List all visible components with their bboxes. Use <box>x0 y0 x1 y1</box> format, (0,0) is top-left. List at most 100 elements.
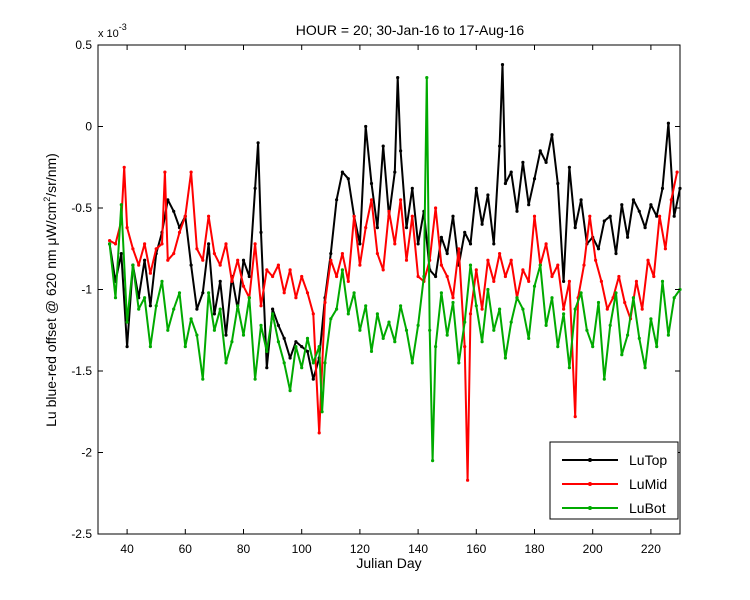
data-point-lumid <box>340 252 344 256</box>
data-point-lumid <box>108 239 112 243</box>
series-layer <box>108 63 682 482</box>
data-point-lubot <box>125 320 129 324</box>
data-point-lumid <box>201 258 205 262</box>
y-multiplier-base: x 10 <box>98 28 119 40</box>
data-point-lutop <box>626 235 630 239</box>
data-point-lutop <box>468 242 473 246</box>
data-point-lubot <box>422 274 426 279</box>
data-point-lumid <box>364 226 368 230</box>
data-point-lutop <box>311 377 315 381</box>
data-point-lubot <box>620 353 624 357</box>
data-point-lubot <box>172 307 176 311</box>
data-point-lutop <box>189 263 193 267</box>
y-tick-label: -2 <box>81 446 92 460</box>
data-point-lubot <box>282 361 286 365</box>
data-point-lubot <box>503 356 507 360</box>
data-point-lutop <box>335 198 339 202</box>
data-point-lutop <box>166 198 170 202</box>
x-axis-label: Julian Day <box>356 555 421 571</box>
data-point-lumid <box>207 214 211 218</box>
data-point-lutop <box>224 333 228 337</box>
data-point-lutop <box>195 307 199 311</box>
legend-box <box>549 441 679 520</box>
data-point-lumid <box>317 431 321 435</box>
data-point-lubot <box>672 296 676 300</box>
data-point-lubot <box>626 333 630 337</box>
data-point-lutop <box>399 149 403 153</box>
data-point-lutop <box>532 177 537 181</box>
data-point-lubot <box>218 307 222 311</box>
data-point-lutop <box>358 242 362 246</box>
data-point-lumid <box>550 274 554 279</box>
data-point-lumid <box>375 252 379 256</box>
data-point-lumid <box>605 307 609 311</box>
x-tick-label: 60 <box>179 542 193 556</box>
data-point-lumid <box>276 263 280 267</box>
data-point-lubot <box>428 328 432 332</box>
data-point-lumid <box>498 252 502 256</box>
data-point-lubot <box>323 361 327 365</box>
data-point-lutop <box>259 230 263 234</box>
x-tick-label: 100 <box>292 542 312 556</box>
y-tick-label: -1 <box>81 283 92 297</box>
data-point-lubot <box>212 328 216 332</box>
y-tick-label: 0.5 <box>75 38 92 52</box>
data-point-lumid <box>113 242 118 246</box>
y-axis-label-mu: μ <box>43 237 59 245</box>
data-point-lutop <box>276 323 280 327</box>
data-point-lubot <box>410 361 414 365</box>
data-point-lubot <box>288 389 292 393</box>
data-point-lutop <box>637 209 641 213</box>
data-point-lutop <box>256 141 260 145</box>
x-tick-label: 220 <box>641 542 661 556</box>
data-point-lumid <box>230 279 234 283</box>
data-point-lutop <box>631 198 636 202</box>
data-point-lubot <box>189 317 193 321</box>
data-point-lumid <box>623 300 627 305</box>
data-point-lumid <box>434 206 438 210</box>
data-point-lutop <box>445 252 449 256</box>
data-point-lubot <box>276 340 280 344</box>
y-axis-label-sup: 2 <box>42 197 52 202</box>
data-point-lubot <box>538 263 542 267</box>
data-point-lumid <box>492 279 496 283</box>
data-point-lubot <box>637 336 641 340</box>
data-point-lubot <box>381 336 385 340</box>
legend-marker-lumid <box>588 482 592 486</box>
y-axis-label-pre: Lu blue-red offset @ 620 nm <box>43 246 59 427</box>
data-point-lumid <box>617 274 621 279</box>
data-point-lutop <box>678 186 682 190</box>
y-axis-label-unit-a: W/cm <box>43 202 59 238</box>
data-point-lubot <box>131 263 135 267</box>
data-point-lutop <box>500 63 505 67</box>
data-point-lumid <box>241 284 246 288</box>
data-point-lutop <box>148 304 152 308</box>
data-point-lubot <box>591 345 595 349</box>
data-point-lumid <box>271 274 275 279</box>
data-point-lutop <box>346 177 350 181</box>
data-point-lutop <box>218 279 222 283</box>
data-point-lumid <box>675 170 679 174</box>
data-point-lubot <box>369 349 374 353</box>
data-point-lutop <box>666 121 671 125</box>
data-point-lubot <box>346 312 350 316</box>
x-tick-label: 80 <box>237 542 251 556</box>
data-point-lumid <box>177 230 182 234</box>
series-line-lubot <box>108 76 681 462</box>
data-point-lumid <box>594 258 598 262</box>
data-point-lubot <box>655 345 659 349</box>
data-point-lubot <box>431 459 435 463</box>
chart-title: HOUR = 20; 30-Jan-16 to 17-Aug-16 <box>296 22 525 38</box>
data-point-lutop <box>672 214 676 218</box>
data-point-lumid <box>387 209 391 213</box>
data-point-lutop <box>119 252 123 256</box>
data-point-lutop <box>573 226 577 230</box>
data-point-lumid <box>466 478 470 482</box>
data-point-lutop <box>556 181 560 186</box>
data-point-lutop <box>480 222 484 226</box>
data-point-lumid <box>236 258 240 262</box>
data-point-lutop <box>434 274 438 279</box>
data-point-lutop <box>596 247 601 251</box>
data-point-lubot <box>113 296 118 300</box>
data-point-lutop <box>396 76 400 80</box>
